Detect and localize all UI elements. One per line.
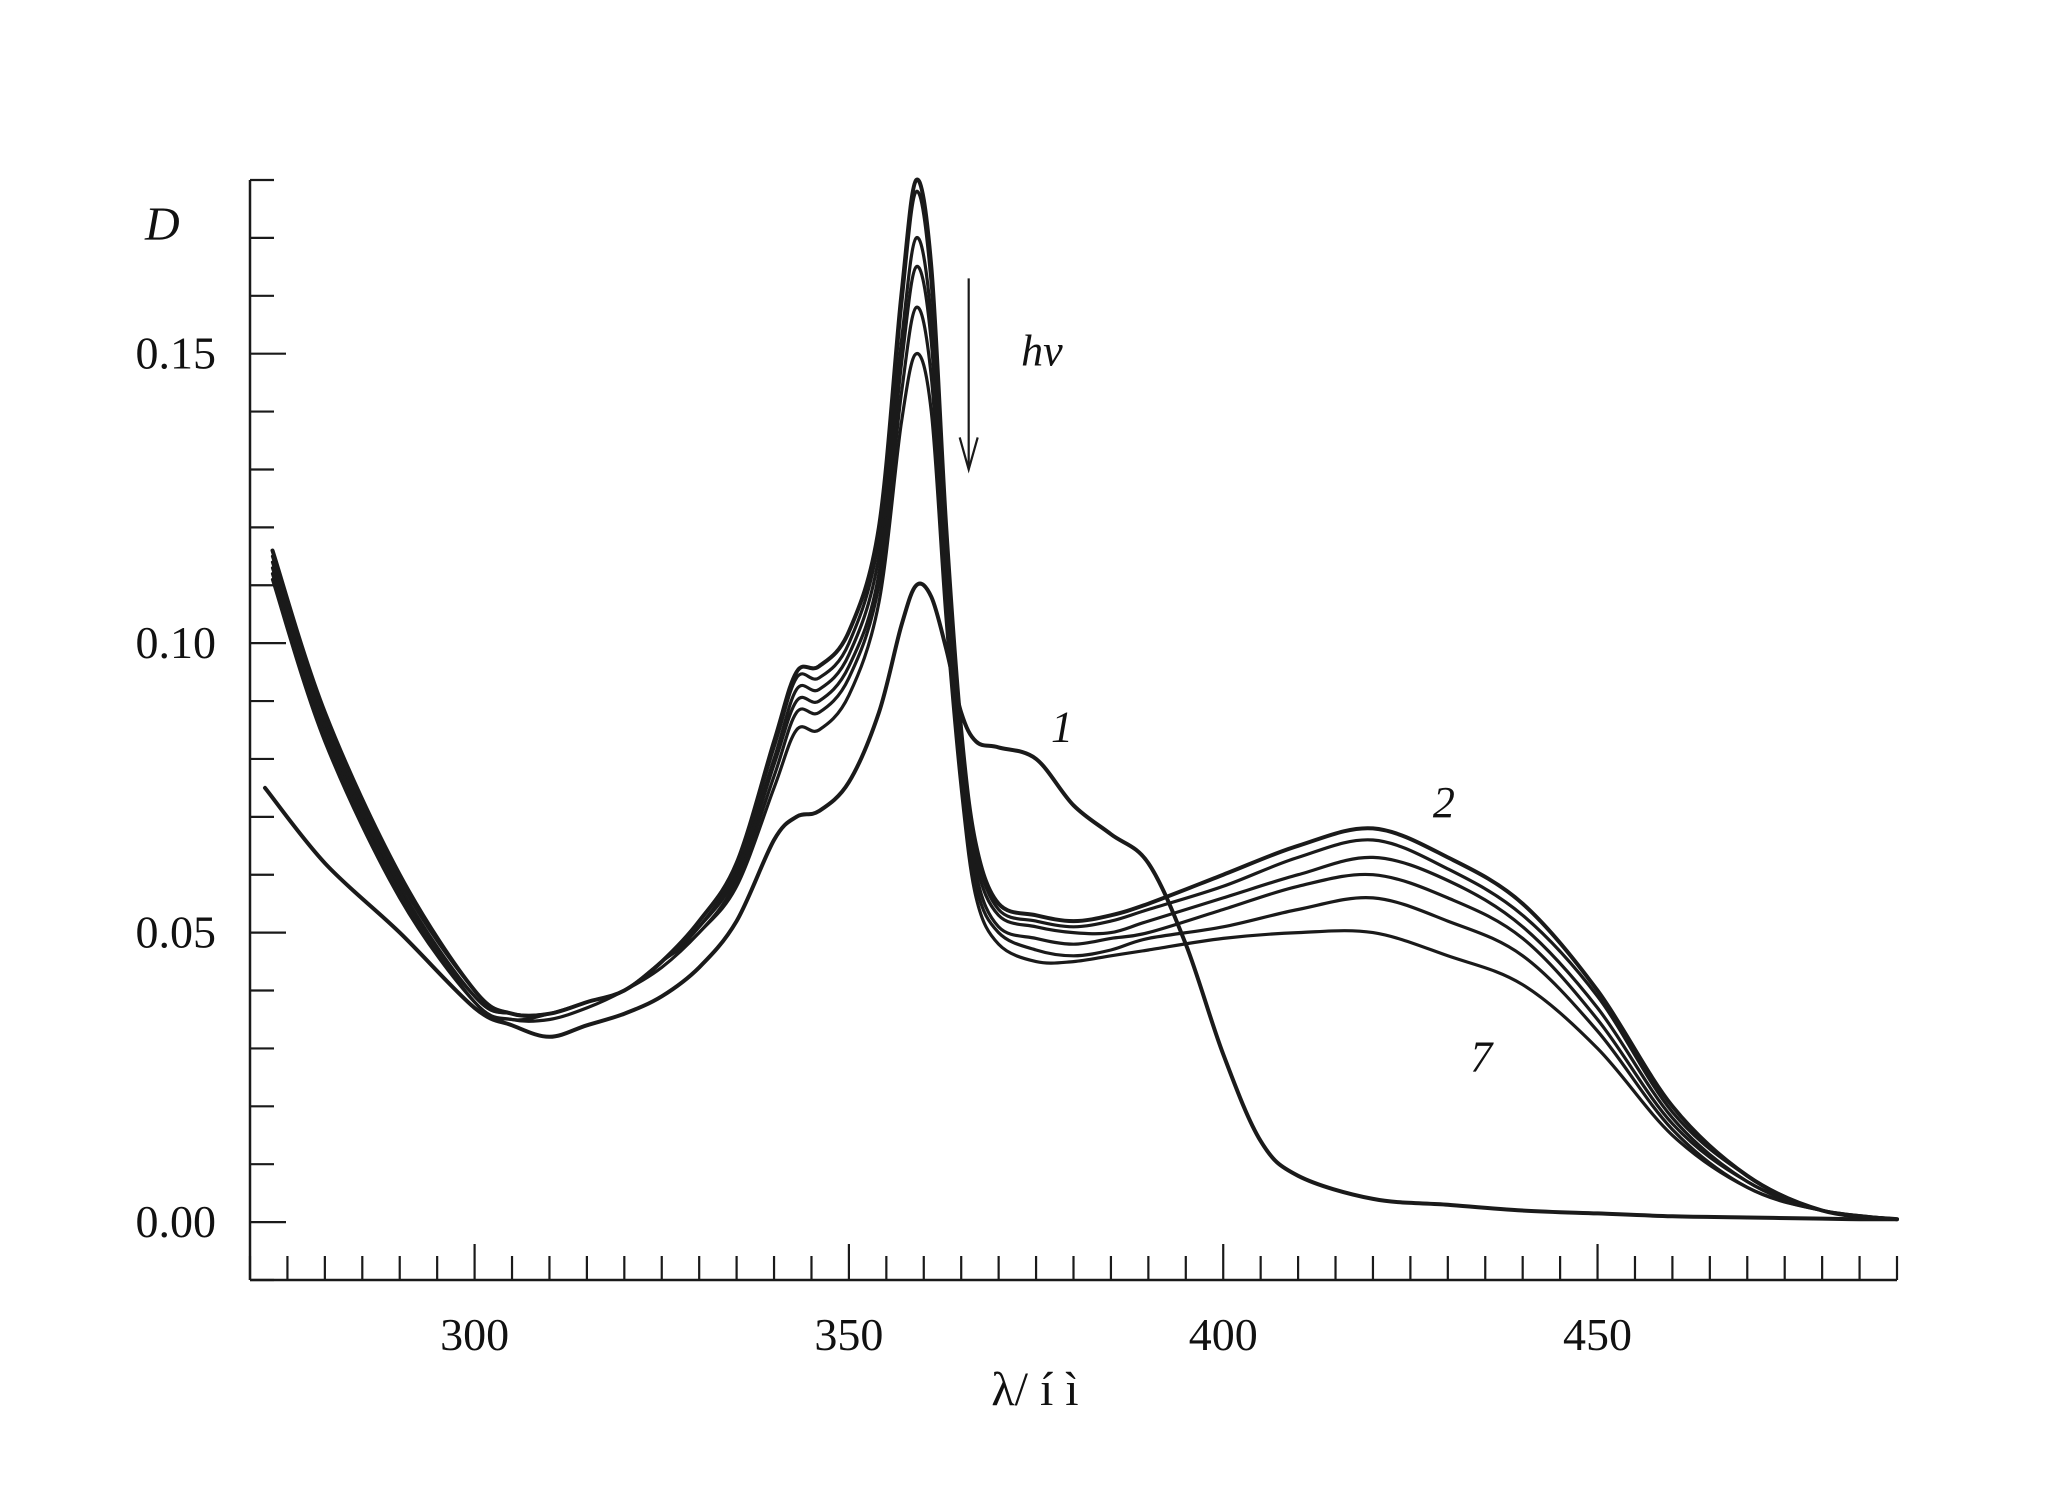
axes <box>248 180 1897 1282</box>
y-tick-label: 0.00 <box>136 1196 217 1247</box>
spectrum-curve-3 <box>270 189 1899 1221</box>
x-ticks: 300 350 400 450 <box>248 1244 1899 1360</box>
y-tick-label: 0.05 <box>136 907 217 958</box>
y-tick-label: 0.15 <box>136 328 217 379</box>
x-tick-label: 400 <box>1189 1309 1258 1360</box>
y-ticks: 0.00 0.05 0.10 0.15 <box>136 178 286 1282</box>
curve-annotation: 1 <box>1051 703 1073 752</box>
curve-annotation: hν <box>1021 326 1063 375</box>
series-group <box>263 177 1899 1222</box>
x-tick-label: 450 <box>1563 1309 1632 1360</box>
spectrum-curve-6 <box>270 305 1899 1221</box>
x-axis-label: λ/ í ì <box>991 1363 1078 1416</box>
x-tick-label: 350 <box>814 1309 883 1360</box>
arrow-head-icon <box>958 437 979 474</box>
x-tick-label: 300 <box>440 1309 509 1360</box>
spectrum-curve-4 <box>270 236 1899 1221</box>
curve-annotation: 2 <box>1433 778 1455 827</box>
spectrum-curve-7 <box>270 352 1899 1221</box>
annotations: 1 2 7 hν <box>958 278 1494 1082</box>
y-axis-label: D <box>144 198 180 251</box>
spectrum-curve-1 <box>263 581 1899 1222</box>
curve-annotation: 7 <box>1470 1033 1494 1082</box>
spectrum-curve-2 <box>270 177 1899 1222</box>
y-tick-label: 0.10 <box>136 617 217 668</box>
